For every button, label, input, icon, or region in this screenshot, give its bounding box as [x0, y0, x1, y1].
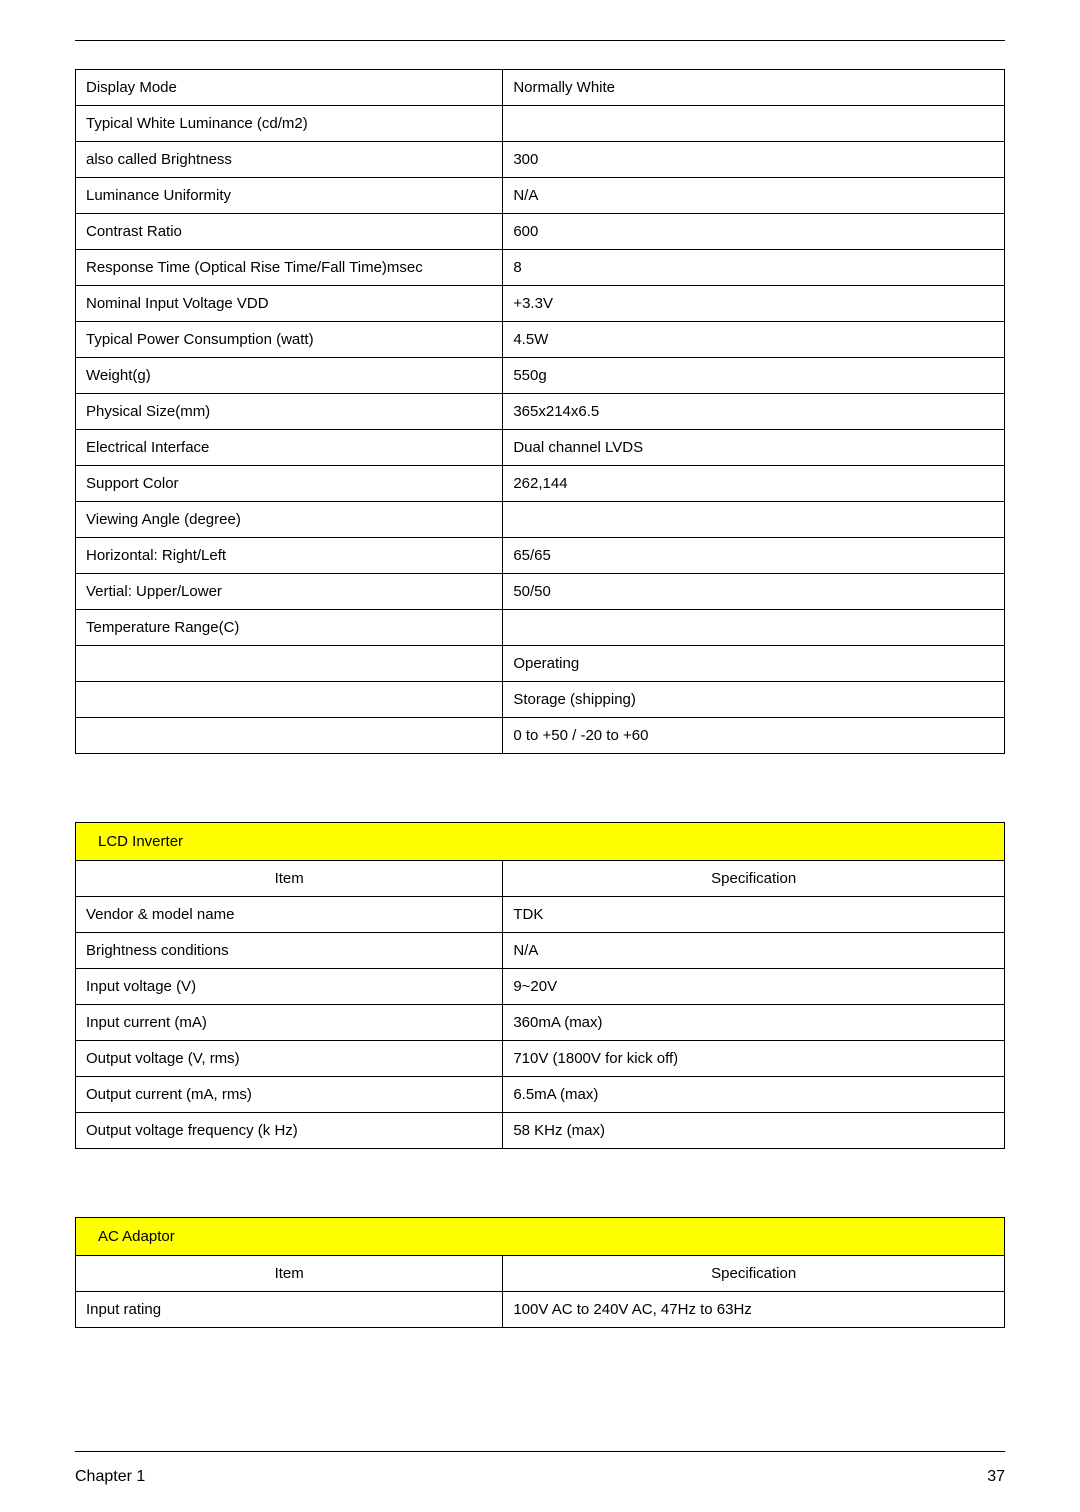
- spec-value: Normally White: [503, 70, 1005, 106]
- table-row: 0 to +50 / -20 to +60: [76, 718, 1005, 754]
- spec-value: +3.3V: [503, 286, 1005, 322]
- table3-header-spec: Specification: [503, 1256, 1005, 1292]
- spec-value: 6.5mA (max): [503, 1077, 1005, 1113]
- table-row: Temperature Range(C): [76, 610, 1005, 646]
- footer-page-number: 37: [987, 1468, 1005, 1486]
- spec-item: also called Brightness: [76, 142, 503, 178]
- spec-item: Luminance Uniformity: [76, 178, 503, 214]
- ac-adaptor-title: AC Adaptor: [76, 1218, 1005, 1256]
- spec-value: N/A: [503, 178, 1005, 214]
- spec-value: 58 KHz (max): [503, 1113, 1005, 1149]
- spec-item: Physical Size(mm): [76, 394, 503, 430]
- spec-item: Display Mode: [76, 70, 503, 106]
- table-row: Input voltage (V)9~20V: [76, 969, 1005, 1005]
- spec-item: Response Time (Optical Rise Time/Fall Ti…: [76, 250, 503, 286]
- table-row: Viewing Angle (degree): [76, 502, 1005, 538]
- table-row: Operating: [76, 646, 1005, 682]
- spec-item: Vendor & model name: [76, 897, 503, 933]
- spec-value: [503, 610, 1005, 646]
- spec-item: Input current (mA): [76, 1005, 503, 1041]
- spec-value: TDK: [503, 897, 1005, 933]
- spec-value: Storage (shipping): [503, 682, 1005, 718]
- spec-item: [76, 682, 503, 718]
- spec-item: Vertial: Upper/Lower: [76, 574, 503, 610]
- spec-value: Dual channel LVDS: [503, 430, 1005, 466]
- spec-item: Weight(g): [76, 358, 503, 394]
- spec-value: 360mA (max): [503, 1005, 1005, 1041]
- spec-value: 600: [503, 214, 1005, 250]
- spec-item: Output voltage frequency (k Hz): [76, 1113, 503, 1149]
- spec-value: 8: [503, 250, 1005, 286]
- spec-value: [503, 502, 1005, 538]
- spec-item: Output voltage (V, rms): [76, 1041, 503, 1077]
- spec-value: 300: [503, 142, 1005, 178]
- spec-item: Brightness conditions: [76, 933, 503, 969]
- spec-item: Contrast Ratio: [76, 214, 503, 250]
- table-row: Input rating100V AC to 240V AC, 47Hz to …: [76, 1292, 1005, 1328]
- table-row: Horizontal: Right/Left65/65: [76, 538, 1005, 574]
- spec-item: Output current (mA, rms): [76, 1077, 503, 1113]
- spec-item: Electrical Interface: [76, 430, 503, 466]
- top-horizontal-rule: [75, 40, 1005, 41]
- spec-item: Typical Power Consumption (watt): [76, 322, 503, 358]
- spec-value: N/A: [503, 933, 1005, 969]
- spec-item: Nominal Input Voltage VDD: [76, 286, 503, 322]
- spec-item: Support Color: [76, 466, 503, 502]
- table-row: Output voltage (V, rms)710V (1800V for k…: [76, 1041, 1005, 1077]
- table-row: Output voltage frequency (k Hz)58 KHz (m…: [76, 1113, 1005, 1149]
- table-row: Physical Size(mm)365x214x6.5: [76, 394, 1005, 430]
- lcd-inverter-table: LCD Inverter Item Specification Vendor &…: [75, 822, 1005, 1149]
- bottom-horizontal-rule: [75, 1451, 1005, 1452]
- spec-item: Temperature Range(C): [76, 610, 503, 646]
- spec-value: 4.5W: [503, 322, 1005, 358]
- spec-item: [76, 718, 503, 754]
- spec-item: Viewing Angle (degree): [76, 502, 503, 538]
- spec-value: 50/50: [503, 574, 1005, 610]
- table-row: Vendor & model nameTDK: [76, 897, 1005, 933]
- spec-value: 550g: [503, 358, 1005, 394]
- table-row: Storage (shipping): [76, 682, 1005, 718]
- table-row: Support Color262,144: [76, 466, 1005, 502]
- table-row: also called Brightness300: [76, 142, 1005, 178]
- table-row: Typical Power Consumption (watt)4.5W: [76, 322, 1005, 358]
- table-row: Input current (mA)360mA (max): [76, 1005, 1005, 1041]
- table-row: Electrical InterfaceDual channel LVDS: [76, 430, 1005, 466]
- spec-value: 0 to +50 / -20 to +60: [503, 718, 1005, 754]
- table-row: Luminance UniformityN/A: [76, 178, 1005, 214]
- table-row: Output current (mA, rms)6.5mA (max): [76, 1077, 1005, 1113]
- spec-item: [76, 646, 503, 682]
- table2-header-item: Item: [76, 861, 503, 897]
- spec-value: 262,144: [503, 466, 1005, 502]
- lcd-inverter-title: LCD Inverter: [76, 823, 1005, 861]
- spec-value: 100V AC to 240V AC, 47Hz to 63Hz: [503, 1292, 1005, 1328]
- spec-item: Typical White Luminance (cd/m2): [76, 106, 503, 142]
- display-spec-table: Display ModeNormally WhiteTypical White …: [75, 69, 1005, 754]
- spec-value: Operating: [503, 646, 1005, 682]
- page-footer: Chapter 1 37: [75, 1468, 1005, 1486]
- spec-value: 65/65: [503, 538, 1005, 574]
- table2-header-spec: Specification: [503, 861, 1005, 897]
- spec-item: Input voltage (V): [76, 969, 503, 1005]
- table-row: Typical White Luminance (cd/m2): [76, 106, 1005, 142]
- spec-item: Input rating: [76, 1292, 503, 1328]
- spec-value: [503, 106, 1005, 142]
- table-row: Brightness conditionsN/A: [76, 933, 1005, 969]
- table-row: Contrast Ratio600: [76, 214, 1005, 250]
- footer-chapter: Chapter 1: [75, 1468, 145, 1486]
- ac-adaptor-table: AC Adaptor Item Specification Input rati…: [75, 1217, 1005, 1328]
- spec-value: 9~20V: [503, 969, 1005, 1005]
- table-row: Weight(g)550g: [76, 358, 1005, 394]
- table-row: Response Time (Optical Rise Time/Fall Ti…: [76, 250, 1005, 286]
- table3-header-item: Item: [76, 1256, 503, 1292]
- table-row: Vertial: Upper/Lower50/50: [76, 574, 1005, 610]
- spec-item: Horizontal: Right/Left: [76, 538, 503, 574]
- spec-value: 365x214x6.5: [503, 394, 1005, 430]
- spec-value: 710V (1800V for kick off): [503, 1041, 1005, 1077]
- table-row: Nominal Input Voltage VDD+3.3V: [76, 286, 1005, 322]
- table-row: Display ModeNormally White: [76, 70, 1005, 106]
